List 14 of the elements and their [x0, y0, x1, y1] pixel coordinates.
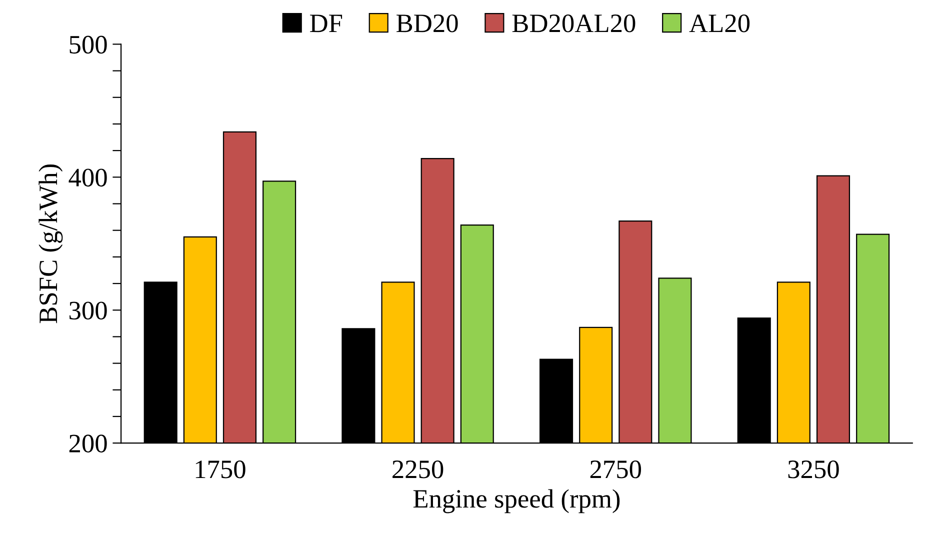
y-tick-label: 300: [70, 302, 107, 320]
y-tick-label: 200: [69, 434, 107, 452]
legend-label: AL20: [689, 14, 750, 32]
x-tick-label: 1750: [196, 460, 246, 478]
x-axis-title: Engine speed (rpm): [413, 489, 620, 514]
legend-label: BD20AL20: [512, 14, 636, 32]
x-tick-label: 2750: [590, 460, 642, 478]
legend-label: DF: [310, 14, 342, 32]
y-axis-title: BSFC (g/kWh): [38, 164, 63, 324]
x-tick-label: 3250: [788, 460, 839, 478]
x-tick-label: 2250: [392, 460, 444, 478]
y-tick-label: 500: [70, 36, 107, 54]
y-tick-label: 400: [68, 168, 107, 187]
legend-label: BD20: [396, 14, 458, 32]
